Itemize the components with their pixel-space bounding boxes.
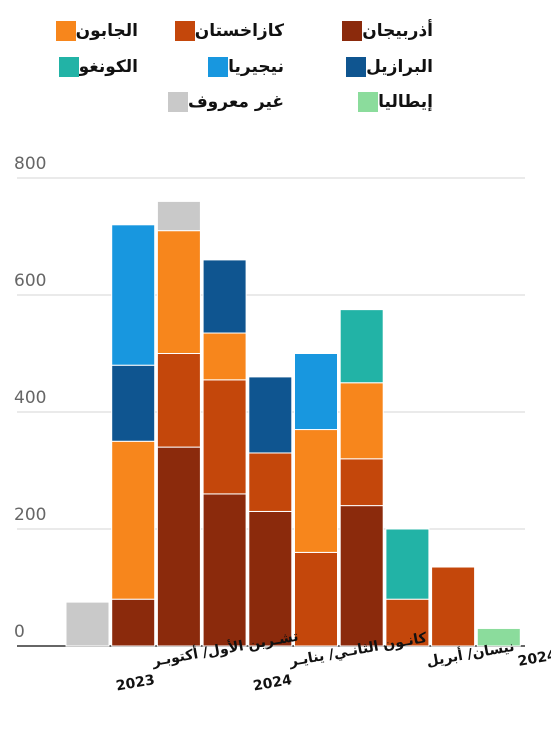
bar-segment xyxy=(202,259,247,334)
bar-segment xyxy=(385,528,430,600)
bar-segment xyxy=(248,376,293,454)
y-tick-label: 400 xyxy=(14,388,46,408)
bar-segment xyxy=(156,446,201,647)
legend-item: أذربيجان xyxy=(342,21,440,41)
bar-segment xyxy=(156,230,201,354)
legend-swatch xyxy=(58,57,79,77)
bar-segment xyxy=(339,309,384,384)
legend-swatch xyxy=(208,57,229,77)
legend-label: نيجيريا xyxy=(228,57,284,77)
legend-item: الجابون xyxy=(55,21,145,41)
bar-segment xyxy=(202,379,247,495)
x-category-text: 2023 xyxy=(115,672,156,695)
legend-label: إيطاليا xyxy=(378,92,433,112)
legend-item: الكونغو xyxy=(58,57,145,77)
bar-segment xyxy=(339,505,384,647)
y-tick-label: 800 xyxy=(14,154,46,174)
chart-legend: أذربيجان كازاخستان الجابون البرازيل نيجيريا ا… xyxy=(0,0,551,130)
bar-segment xyxy=(65,601,110,647)
legend-swatch xyxy=(174,21,195,41)
bar-segment xyxy=(111,440,156,600)
bar-segment xyxy=(111,598,156,647)
bar-segment xyxy=(294,429,338,553)
y-tick-label: 0 xyxy=(14,622,25,642)
legend-swatch xyxy=(342,21,363,41)
legend-label: أذربيجان xyxy=(362,21,433,41)
bar-segment xyxy=(202,493,247,647)
x-category-text: تموز/ يوليو 2024 xyxy=(517,634,551,670)
bar-segment xyxy=(476,627,521,647)
x-category-label: تموز/ يوليو 2024 xyxy=(517,634,551,670)
bar-segment xyxy=(294,353,338,431)
bar-segment xyxy=(248,452,293,512)
legend-item: البرازيل xyxy=(346,57,440,77)
x-category-text: 2024 xyxy=(252,672,293,695)
legend-label: الكونغو xyxy=(78,57,138,77)
bar-segment xyxy=(248,510,293,647)
bar-segment xyxy=(156,200,201,232)
bar-segment xyxy=(111,364,156,442)
legend-item: كازاخستان xyxy=(174,21,291,41)
bar-segment xyxy=(385,598,430,647)
legend-item: غير معروف xyxy=(167,92,291,112)
bar-segment xyxy=(339,382,384,460)
bar-segment xyxy=(156,353,201,448)
legend-label: كازاخستان xyxy=(194,21,284,41)
legend-swatch xyxy=(167,92,188,112)
legend-item: إيطاليا xyxy=(358,92,440,112)
bar-segment xyxy=(339,458,384,507)
y-tick-label: 200 xyxy=(14,505,46,525)
legend-swatch xyxy=(346,57,367,77)
y-tick-label: 600 xyxy=(14,271,46,291)
legend-label: غير معروف xyxy=(187,92,284,112)
bar-segment xyxy=(111,224,156,366)
legend-swatch xyxy=(358,92,379,112)
bar-segment xyxy=(431,566,476,647)
bar-segment xyxy=(294,551,338,647)
legend-label: الجابون xyxy=(75,21,138,41)
legend-swatch xyxy=(55,21,76,41)
bar-segment xyxy=(202,332,247,381)
legend-label: البرازيل xyxy=(366,57,433,77)
legend-item: نيجيريا xyxy=(208,57,291,77)
